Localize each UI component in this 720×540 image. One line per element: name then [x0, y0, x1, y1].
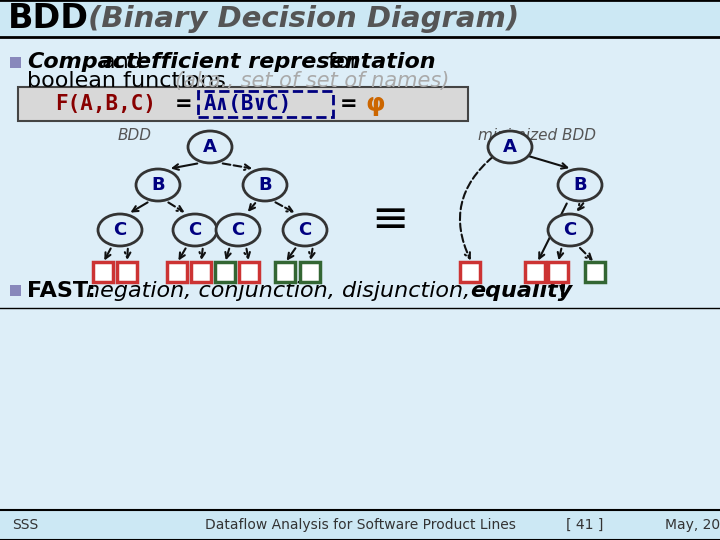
Ellipse shape: [558, 169, 602, 201]
Text: boolean functions: boolean functions: [27, 71, 226, 91]
Text: equality: equality: [470, 281, 572, 301]
Text: !: !: [558, 281, 568, 301]
Ellipse shape: [188, 131, 232, 163]
Text: and: and: [102, 52, 144, 72]
Text: negation, conjunction, disjunction,: negation, conjunction, disjunction,: [86, 281, 470, 301]
Text: B: B: [151, 176, 165, 194]
Text: minimized BDD: minimized BDD: [478, 127, 596, 143]
Text: (aka., set of set of names): (aka., set of set of names): [175, 71, 449, 91]
Ellipse shape: [136, 169, 180, 201]
Text: Dataflow Analysis for Software Product Lines: Dataflow Analysis for Software Product L…: [204, 518, 516, 532]
FancyBboxPatch shape: [191, 262, 211, 282]
FancyBboxPatch shape: [117, 262, 137, 282]
FancyBboxPatch shape: [460, 262, 480, 282]
Text: BDD: BDD: [118, 127, 152, 143]
Text: May, 2013: May, 2013: [665, 518, 720, 532]
FancyBboxPatch shape: [167, 262, 187, 282]
FancyBboxPatch shape: [215, 262, 235, 282]
Text: B: B: [573, 176, 587, 194]
FancyBboxPatch shape: [548, 262, 568, 282]
FancyBboxPatch shape: [239, 262, 259, 282]
Text: =: =: [340, 94, 358, 114]
Text: φ: φ: [365, 92, 384, 116]
Text: Compact: Compact: [27, 52, 137, 72]
Text: for: for: [321, 52, 359, 72]
Ellipse shape: [488, 131, 532, 163]
FancyBboxPatch shape: [525, 262, 545, 282]
Ellipse shape: [173, 214, 217, 246]
FancyBboxPatch shape: [275, 262, 295, 282]
Ellipse shape: [548, 214, 592, 246]
FancyBboxPatch shape: [10, 285, 21, 296]
FancyBboxPatch shape: [0, 0, 720, 37]
Text: SSS: SSS: [12, 518, 38, 532]
Text: A: A: [203, 138, 217, 156]
Text: F(A,B,C): F(A,B,C): [55, 94, 156, 114]
Text: efficient representation: efficient representation: [136, 52, 436, 72]
Text: C: C: [113, 221, 127, 239]
Text: C: C: [189, 221, 202, 239]
Text: B: B: [258, 176, 272, 194]
FancyBboxPatch shape: [93, 262, 113, 282]
Text: A: A: [503, 138, 517, 156]
Ellipse shape: [243, 169, 287, 201]
Text: C: C: [298, 221, 312, 239]
Text: ≡: ≡: [372, 199, 409, 241]
Text: =: =: [175, 94, 193, 114]
Text: (Binary Decision Diagram): (Binary Decision Diagram): [78, 5, 519, 33]
Text: C: C: [563, 221, 577, 239]
FancyBboxPatch shape: [10, 57, 21, 68]
FancyBboxPatch shape: [585, 262, 605, 282]
Text: BDD: BDD: [8, 3, 89, 36]
FancyBboxPatch shape: [0, 510, 720, 540]
Ellipse shape: [216, 214, 260, 246]
Text: FAST:: FAST:: [27, 281, 96, 301]
Text: [ 41 ]: [ 41 ]: [567, 518, 603, 532]
Ellipse shape: [98, 214, 142, 246]
Ellipse shape: [283, 214, 327, 246]
FancyBboxPatch shape: [300, 262, 320, 282]
FancyBboxPatch shape: [18, 87, 468, 121]
Text: C: C: [231, 221, 245, 239]
Text: A∧(B∨C): A∧(B∨C): [204, 94, 292, 114]
